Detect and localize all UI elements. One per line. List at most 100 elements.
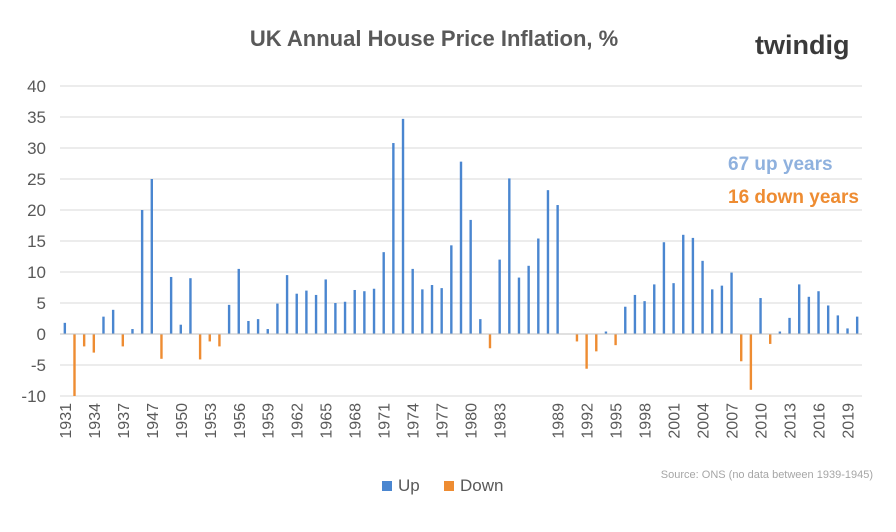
bars [63,118,859,396]
x-tick-label: 1998 [638,403,655,439]
legend-swatch-up [382,481,392,491]
bar-up [237,268,240,334]
bar-down [488,334,492,349]
bar-up [788,317,791,334]
x-tick-label: 1992 [580,403,597,439]
x-tick-label: 1995 [609,403,626,439]
bar-up [633,294,637,334]
bar-up [169,276,173,334]
bar-up [305,290,308,334]
x-tick-label: 1971 [377,403,394,439]
y-tick-label: 10 [27,263,46,282]
bar-up [295,293,298,334]
chart-title: UK Annual House Price Inflation, % [250,26,618,51]
bar-up [411,268,414,334]
bar-up [604,331,608,334]
bar-up [807,296,811,334]
bar-down [749,334,753,390]
x-tick-label: 2013 [783,403,800,439]
bar-up [624,306,627,334]
x-axis-ticks: 1931 1934 1937 1947 1950 1953 1956 1959 1962 1965… [58,403,858,439]
y-tick-label: 0 [37,325,46,344]
bar-up [392,143,395,334]
bar-up [102,316,105,334]
bar-up [855,316,859,334]
x-tick-label: 2007 [725,403,742,439]
bar-up [276,303,279,334]
bar-up [353,289,356,334]
bar-up [140,210,144,334]
bar-down [82,334,86,347]
brand-logo: twindig [755,30,849,60]
x-tick-label: 1962 [290,403,307,439]
bar-up [401,118,405,334]
bar-up [324,279,327,334]
bar-up [459,161,463,334]
bar-up [189,278,192,334]
legend: Up Down [382,476,503,495]
bar-up [556,205,559,334]
bar-down [595,334,598,352]
bar-up [682,234,685,334]
x-tick-label: 1968 [348,403,365,439]
bar-down [160,334,163,359]
y-tick-label: 20 [27,201,46,220]
bar-up [343,301,347,334]
annotation-down-years: 16 down years [728,187,859,208]
x-tick-label: 2019 [841,403,858,439]
bar-down [121,334,125,347]
bar-down [73,334,76,396]
x-tick-label: 1974 [406,403,423,439]
bar-up [266,329,269,334]
x-tick-label: 1959 [261,403,278,439]
bar-up [836,315,840,334]
bar-up [111,309,115,334]
y-tick-label: 35 [27,108,46,127]
bar-up [759,298,762,334]
bar-up [846,328,849,334]
bar-up [256,319,260,334]
bar-up [797,284,801,334]
bar-up [372,288,376,334]
x-tick-label: 2004 [696,403,713,439]
x-tick-label: 1956 [232,403,249,439]
bar-down [208,334,211,342]
bar-up [334,303,337,334]
bar-up [450,245,453,334]
bar-up [778,331,782,334]
bar-up [150,179,153,334]
bar-up [508,178,511,334]
x-tick-label: 1980 [464,403,481,439]
bar-up [826,305,830,334]
x-tick-label: 2010 [754,403,771,439]
y-tick-label: 40 [27,77,46,96]
bar-down [92,334,96,353]
bar-up [430,285,434,334]
bar-up [363,291,366,334]
bar-up [517,277,521,334]
y-tick-label: 5 [37,294,46,313]
bar-up [227,304,231,334]
bar-up [720,285,724,334]
bar-up [817,291,820,334]
x-tick-label: 1937 [116,403,133,439]
bar-up [711,289,714,334]
bar-up [672,283,675,334]
bar-up [421,289,424,334]
bar-up [546,190,550,334]
y-axis-ticks: 40 35 30 25 20 15 10 5 0 -5 -10 [21,77,46,406]
x-tick-label: 1934 [87,403,104,439]
bar-up [63,322,67,334]
source-note: Source: ONS (no data between 1939-1945) [661,469,873,481]
bar-up [131,329,134,334]
bar-up [701,260,704,334]
bar-up [498,259,501,334]
bar-up [479,319,482,334]
x-tick-label: 1965 [319,403,336,439]
legend-label-down: Down [460,476,503,495]
bar-up [527,265,530,334]
x-tick-label: 1989 [551,403,568,439]
y-tick-label: 25 [27,170,46,189]
